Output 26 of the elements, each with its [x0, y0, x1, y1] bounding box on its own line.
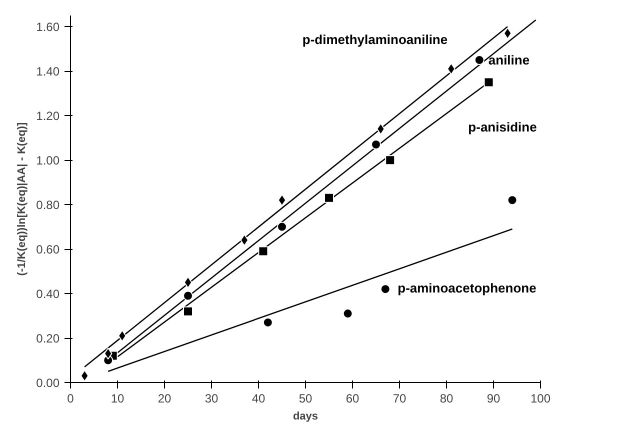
y-tick-label: 1.00	[36, 154, 60, 168]
y-axis-title: (-1/K(eq))ln[K(eq)|AA| - K(eq)]	[16, 122, 28, 276]
text: p-anisidine	[468, 120, 537, 135]
y-tick-label: 0.60	[36, 242, 60, 257]
x-tick-label: 20	[158, 392, 172, 406]
y-tick-label: 1.40	[36, 64, 60, 79]
x-tick-label: 80	[440, 392, 454, 406]
x-tick-label: 30	[204, 392, 218, 406]
x-tick-label: 100	[530, 392, 551, 406]
y-tick-label: 1.60	[36, 20, 60, 34]
series-label: p-dimethylaminoaniline	[302, 32, 448, 47]
y-tick-label: 1.20	[36, 109, 60, 124]
x-tick-label: 60	[346, 392, 360, 406]
series-label: aniline	[488, 52, 530, 68]
x-tick-label: 50	[298, 392, 312, 406]
x-tick-label: 90	[486, 392, 500, 406]
y-tick-label: 0.80	[36, 198, 60, 212]
y-tick-label: 0.00	[36, 376, 60, 390]
y-tick-label: 0.20	[36, 332, 60, 346]
x-tick-label: 0	[67, 392, 74, 406]
x-tick-label: 70	[392, 392, 406, 406]
series-label: p-aminoacetophenone	[398, 280, 536, 296]
y-tick-label: 0.40	[36, 287, 60, 302]
x-tick-label: 10	[110, 392, 124, 406]
x-tick-label: 40	[252, 392, 266, 406]
x-axis-title: days	[292, 410, 318, 422]
